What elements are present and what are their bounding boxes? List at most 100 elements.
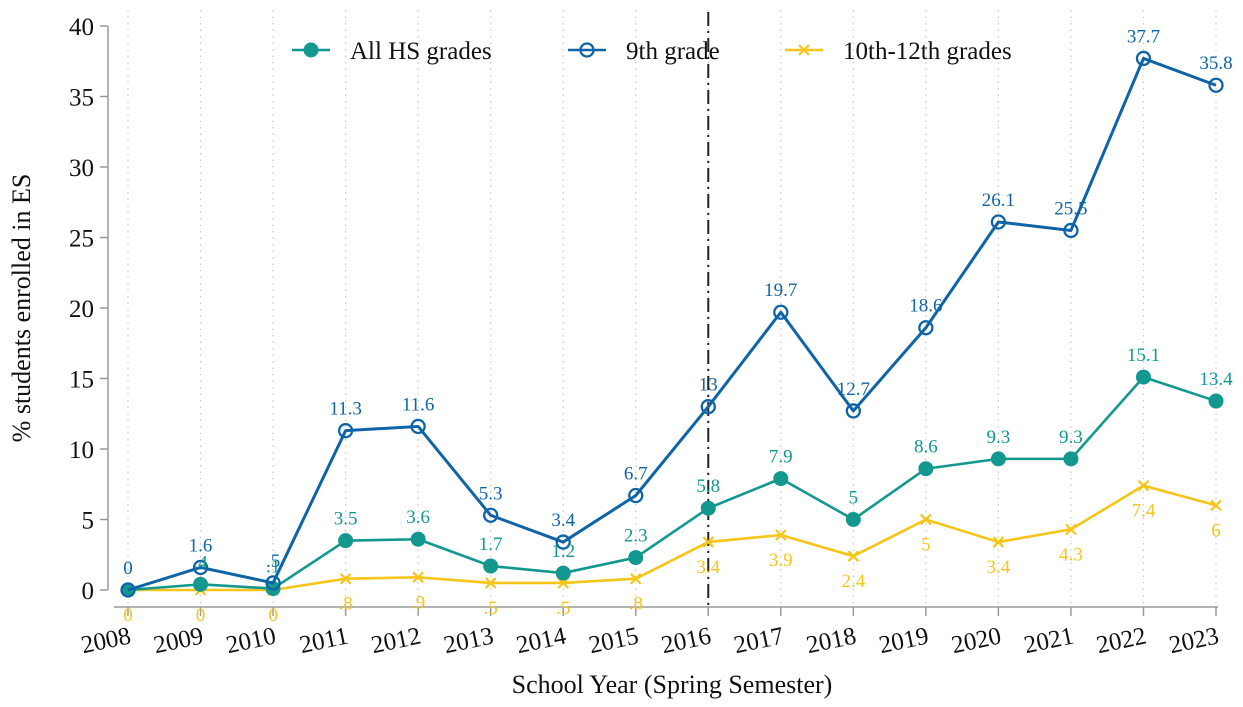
data-label-all-hs-grades: 5 bbox=[849, 488, 859, 509]
data-label-10th-12th-grades: 5 bbox=[921, 535, 931, 556]
data-label-10th-12th-grades: 3.4 bbox=[987, 557, 1011, 578]
data-label-10th-12th-grades: .8 bbox=[338, 594, 352, 615]
data-label-all-hs-grades: 13.4 bbox=[1199, 369, 1233, 390]
data-point-all-hs-grades bbox=[773, 471, 789, 487]
data-point-10th-12th-grades bbox=[1065, 523, 1077, 536]
data-point-9th-grade bbox=[265, 575, 281, 591]
data-point-10th-12th-grades bbox=[339, 572, 352, 585]
data-point-10th-12th-grades bbox=[847, 550, 860, 562]
x-tick-label: 2018 bbox=[804, 622, 859, 659]
y-tick-label: 35 bbox=[69, 85, 94, 112]
data-label-9th-grade: 13 bbox=[699, 375, 718, 396]
series-line-10th-12th-grades bbox=[128, 484, 1217, 592]
data-point-all-hs-grades bbox=[628, 550, 644, 566]
data-label-9th-grade: 5.3 bbox=[479, 483, 503, 504]
y-tick-label: 40 bbox=[69, 14, 94, 41]
data-point-all-hs-grades bbox=[193, 576, 209, 592]
y-tick-label: 10 bbox=[69, 437, 94, 464]
data-point-10th-12th-grades bbox=[702, 536, 715, 548]
data-point-9th-grade bbox=[700, 399, 716, 415]
data-label-all-hs-grades: .1 bbox=[266, 557, 280, 578]
data-point-9th-grade bbox=[1208, 77, 1224, 93]
y-tick-label: 5 bbox=[82, 508, 95, 535]
data-point-all-hs-grades bbox=[1208, 393, 1224, 409]
data-label-all-hs-grades: .4 bbox=[193, 552, 208, 573]
legend-marker bbox=[579, 42, 595, 58]
x-tick-label: 2022 bbox=[1094, 622, 1149, 659]
data-label-10th-12th-grades: 0 bbox=[123, 605, 133, 626]
data-point-10th-12th-grades bbox=[412, 571, 424, 584]
x-tick-label: 2008 bbox=[79, 622, 134, 659]
data-label-9th-grade: 25.5 bbox=[1054, 198, 1087, 219]
legend-item-all-hs-grades: All HS grades bbox=[292, 38, 492, 65]
data-label-9th-grade: 37.7 bbox=[1127, 26, 1160, 47]
data-label-9th-grade: 35.8 bbox=[1199, 53, 1232, 74]
legend-item-10th-12th-grades: 10th-12th grades bbox=[785, 38, 1012, 65]
data-point-10th-12th-grades bbox=[920, 513, 932, 526]
data-label-10th-12th-grades: .5 bbox=[556, 598, 570, 619]
data-label-9th-grade: 11.3 bbox=[329, 399, 362, 420]
data-point-9th-grade bbox=[555, 534, 571, 550]
data-point-10th-12th-grades bbox=[992, 536, 1005, 548]
y-axis-title: % students enrolled in ES bbox=[7, 174, 36, 443]
data-point-9th-grade bbox=[845, 403, 861, 419]
data-label-9th-grade: .5 bbox=[266, 551, 280, 572]
x-tick-label: 2009 bbox=[151, 622, 206, 659]
y-tick-label: 25 bbox=[69, 226, 94, 253]
legend-label: All HS grades bbox=[350, 38, 492, 65]
x-tick-label: 2011 bbox=[297, 622, 351, 659]
legend-label: 10th-12th grades bbox=[843, 38, 1012, 65]
data-label-10th-12th-grades: .9 bbox=[411, 592, 425, 613]
data-label-10th-12th-grades: 6 bbox=[1211, 520, 1221, 541]
data-point-9th-grade bbox=[483, 507, 499, 523]
x-tick-label: 2021 bbox=[1022, 622, 1077, 659]
y-tick-label: 30 bbox=[69, 155, 94, 182]
data-label-all-hs-grades: 8.6 bbox=[914, 437, 938, 458]
data-label-9th-grade: 6.7 bbox=[624, 464, 648, 485]
data-label-all-hs-grades: 9.3 bbox=[987, 427, 1011, 448]
data-label-all-hs-grades: 9.3 bbox=[1059, 427, 1083, 448]
legend: All HS grades 9th grade 10th-12th grades bbox=[292, 38, 1012, 65]
data-label-10th-12th-grades: .5 bbox=[484, 598, 498, 619]
data-label-10th-12th-grades: 7.4 bbox=[1132, 501, 1156, 522]
data-point-9th-grade bbox=[773, 304, 789, 320]
axes: 0 5 10 15 20 25 30 35 40 2008 2009 2010 2011 2012 2013… bbox=[69, 14, 1221, 659]
data-label-all-hs-grades: 1.2 bbox=[551, 541, 575, 562]
x-tick-label: 2019 bbox=[877, 622, 932, 659]
data-label-9th-grade: 18.6 bbox=[909, 296, 942, 317]
data-label-9th-grade: 26.1 bbox=[982, 190, 1015, 211]
data-point-9th-grade bbox=[918, 320, 934, 336]
x-tick-label: 2017 bbox=[732, 622, 787, 659]
legend-marker bbox=[798, 44, 810, 56]
y-tick-label: 0 bbox=[82, 578, 95, 605]
data-label-10th-12th-grades: 0 bbox=[268, 605, 278, 626]
x-tick-label: 2012 bbox=[369, 622, 424, 659]
series-line-all-hs-grades bbox=[127, 375, 1217, 592]
data-label-all-hs-grades: 3.6 bbox=[406, 507, 430, 528]
data-label-10th-12th-grades: 3.9 bbox=[769, 550, 793, 571]
data-label-all-hs-grades: 5.8 bbox=[696, 476, 720, 497]
series-group bbox=[120, 50, 1224, 598]
data-label-9th-grade: 11.6 bbox=[402, 394, 435, 415]
data-point-9th-grade bbox=[628, 487, 644, 504]
data-point-all-hs-grades bbox=[410, 531, 426, 547]
x-axis-title: School Year (Spring Semester) bbox=[512, 670, 833, 699]
grid-lines bbox=[127, 10, 1217, 607]
data-label-all-hs-grades: 3.5 bbox=[334, 509, 358, 530]
data-label-10th-12th-grades: 2.4 bbox=[841, 571, 865, 592]
data-label-all-hs-grades: 1.7 bbox=[479, 534, 503, 555]
x-tick-label: 2016 bbox=[659, 622, 714, 659]
x-tick-label: 2015 bbox=[586, 622, 641, 659]
data-label-9th-grade: 0 bbox=[123, 558, 133, 579]
data-label-all-hs-grades: 2.3 bbox=[624, 526, 648, 547]
y-tick-label: 20 bbox=[69, 296, 94, 323]
data-label-10th-12th-grades: 3.4 bbox=[696, 557, 720, 578]
data-point-9th-grade bbox=[1063, 222, 1079, 239]
data-point-9th-grade bbox=[410, 418, 426, 435]
data-labels-group: 0 0 0 .8 .9 .5 .5 .8 3.4 3.9 2.4 5 3.4 4.3 7.4 6 .4 .1 3.5… bbox=[123, 26, 1233, 626]
data-label-9th-grade: 1.6 bbox=[189, 535, 213, 556]
data-point-all-hs-grades bbox=[918, 461, 934, 477]
data-point-9th-grade bbox=[1135, 50, 1152, 67]
data-point-10th-12th-grades bbox=[629, 572, 642, 585]
y-tick-label: 15 bbox=[69, 367, 94, 394]
